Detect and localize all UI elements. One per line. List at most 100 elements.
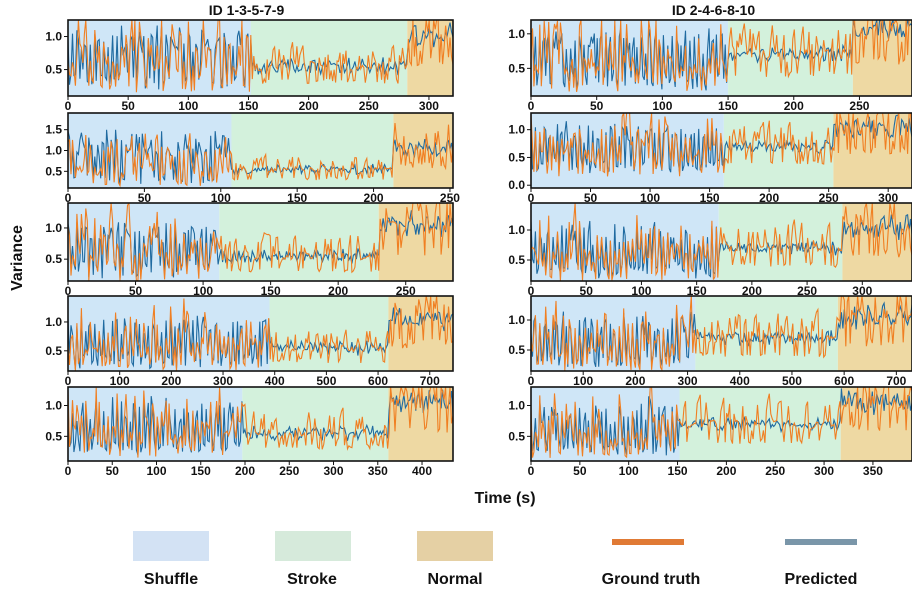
x-tick-label: 0 <box>65 464 72 478</box>
legend-swatch-stroke <box>275 531 351 561</box>
legend-swatch-ground-truth <box>612 539 684 545</box>
x-tick-label: 100 <box>631 284 651 298</box>
legend-swatch-shuffle <box>133 531 209 561</box>
y-tick-label: 0.5 <box>508 343 525 357</box>
y-tick-label: 0.5 <box>508 253 525 267</box>
ground-truth-line <box>531 113 912 177</box>
x-tick-label: 50 <box>121 99 135 113</box>
legend: Shuffle Stroke Normal Ground truth Predi… <box>133 531 857 588</box>
x-tick-label: 200 <box>328 284 348 298</box>
y-tick-label: 0.5 <box>45 164 62 178</box>
x-tick-label: 250 <box>797 284 817 298</box>
x-tick-label: 50 <box>573 464 587 478</box>
y-tick-label: 1.0 <box>45 30 62 44</box>
x-tick-label: 200 <box>364 191 384 205</box>
x-tick-label: 100 <box>193 284 213 298</box>
plot-frame <box>67 295 454 372</box>
x-tick-label: 300 <box>213 374 233 388</box>
y-tick-label: 0.5 <box>508 429 525 443</box>
x-axis-label: Time (s) <box>474 490 535 507</box>
x-tick-label: 200 <box>716 464 736 478</box>
legend-label-stroke: Stroke <box>287 571 337 588</box>
x-tick-label: 600 <box>834 374 854 388</box>
y-axis-label: Variance <box>9 225 26 291</box>
plot-frame <box>530 19 912 97</box>
x-tick-label: 0 <box>528 464 535 478</box>
plot-frame <box>67 19 454 97</box>
x-tick-label: 0 <box>528 191 535 205</box>
plot-frame <box>530 202 912 282</box>
x-tick-label: 100 <box>573 374 593 388</box>
subplot-right-2: 0 50 100 150 200 250 300 0.0 0.5 1.0 <box>508 112 912 205</box>
y-tick-label: 0.0 <box>508 178 525 192</box>
y-tick-label: 0.5 <box>45 429 62 443</box>
x-tick-label: 200 <box>161 374 181 388</box>
subplot-right-3: 0 50 100 150 200 250 300 0.5 1.0 <box>508 202 912 298</box>
shuffle-region <box>68 113 232 188</box>
x-tick-label: 350 <box>368 464 388 478</box>
ground-truth-line <box>531 20 912 93</box>
x-tick-label: 50 <box>138 191 152 205</box>
x-tick-label: 0 <box>528 99 535 113</box>
x-tick-label: 150 <box>668 464 688 478</box>
subplot-left-3: 0 50 100 150 200 250 0.5 1.0 <box>45 202 454 298</box>
legend-label-normal: Normal <box>427 571 482 588</box>
y-tick-label: 1.0 <box>45 221 62 235</box>
x-tick-label: 100 <box>178 99 198 113</box>
y-tick-label: 0.5 <box>508 150 525 164</box>
ground-truth-line <box>68 296 453 371</box>
x-tick-label: 500 <box>316 374 336 388</box>
x-tick-label: 400 <box>265 374 285 388</box>
x-tick-label: 150 <box>700 191 720 205</box>
x-tick-label: 300 <box>878 191 898 205</box>
x-tick-label: 200 <box>235 464 255 478</box>
y-tick-label: 1.5 <box>45 123 62 137</box>
x-tick-label: 250 <box>765 464 785 478</box>
x-tick-label: 250 <box>819 191 839 205</box>
x-tick-label: 0 <box>528 284 535 298</box>
x-tick-label: 350 <box>863 464 883 478</box>
x-tick-label: 150 <box>287 191 307 205</box>
x-tick-label: 100 <box>652 99 672 113</box>
y-tick-label: 1.0 <box>508 223 525 237</box>
x-tick-label: 0 <box>65 284 72 298</box>
y-tick-label: 0.5 <box>45 63 62 77</box>
x-tick-label: 300 <box>678 374 698 388</box>
x-tick-label: 150 <box>718 99 738 113</box>
y-tick-label: 0.5 <box>45 252 62 266</box>
legend-label-predicted: Predicted <box>785 571 858 588</box>
x-tick-label: 50 <box>580 284 594 298</box>
x-tick-label: 150 <box>687 284 707 298</box>
ground-truth-line <box>68 122 453 188</box>
x-tick-label: 100 <box>146 464 166 478</box>
predicted-line <box>68 389 453 455</box>
stroke-region <box>728 20 853 96</box>
x-tick-label: 500 <box>782 374 802 388</box>
plot-frame <box>530 112 912 189</box>
x-tick-label: 300 <box>324 464 344 478</box>
x-tick-label: 50 <box>590 99 604 113</box>
legend-swatch-normal <box>417 531 493 561</box>
x-tick-label: 300 <box>814 464 834 478</box>
plot-frame <box>67 386 454 462</box>
ground-truth-line <box>531 203 912 281</box>
x-tick-label: 100 <box>211 191 231 205</box>
y-tick-label: 1.0 <box>508 399 525 413</box>
subplot-right-5: 0 50 100 150 200 250 300 350 0.5 1.0 <box>508 386 912 478</box>
ground-truth-line <box>68 387 453 458</box>
ground-truth-line <box>531 296 912 371</box>
x-tick-label: 300 <box>419 99 439 113</box>
legend-label-shuffle: Shuffle <box>144 571 198 588</box>
x-tick-label: 0 <box>528 374 535 388</box>
x-tick-label: 100 <box>619 464 639 478</box>
y-tick-label: 1.0 <box>45 144 62 158</box>
ground-truth-line <box>68 20 453 93</box>
subplot-title: ID 2-4-6-8-10 <box>672 2 755 18</box>
x-tick-label: 150 <box>191 464 211 478</box>
plot-frame <box>530 295 912 372</box>
x-tick-label: 400 <box>412 464 432 478</box>
plot-frame <box>530 386 912 462</box>
y-tick-label: 0.5 <box>45 344 62 358</box>
x-tick-label: 50 <box>584 191 598 205</box>
